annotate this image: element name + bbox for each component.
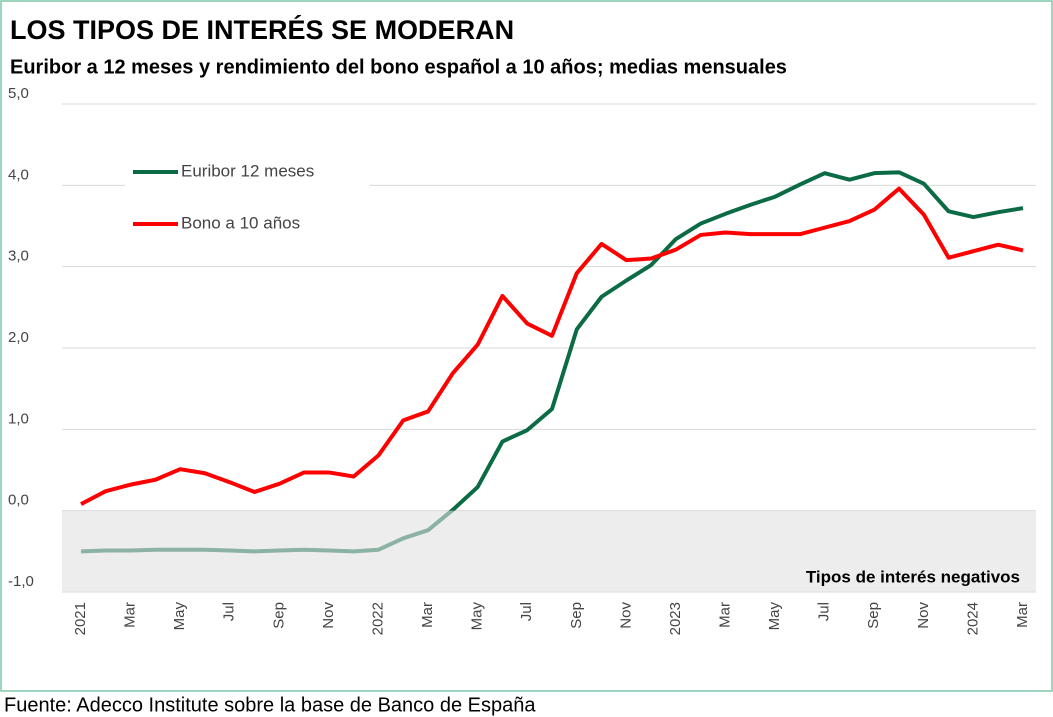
y-tick-label: 4,0	[8, 166, 29, 183]
x-tick-label: Jul	[816, 602, 833, 621]
y-tick-label: 0,0	[8, 492, 29, 509]
x-tick-label: 2022	[369, 602, 386, 635]
y-tick-label: -1,0	[8, 573, 34, 590]
x-tick-label: Sep	[270, 602, 287, 629]
x-tick-label: Sep	[865, 602, 882, 629]
y-tick-label: 3,0	[8, 248, 29, 265]
x-tick-label: Mar	[716, 602, 733, 628]
negative-zone	[62, 510, 1036, 592]
legend-label: Bono a 10 años	[181, 213, 300, 232]
x-tick-label: Sep	[568, 602, 585, 629]
source: Fuente: Adecco Institute sobre la base d…	[4, 694, 536, 716]
series-line	[80, 186, 1024, 506]
x-tick-label: Mar	[122, 602, 139, 628]
x-tick-label: Jul	[518, 602, 535, 621]
x-tick-label: Mar	[419, 602, 436, 628]
legend-box	[125, 150, 370, 245]
x-tick-label: Mar	[1014, 602, 1031, 628]
x-tick-label: Nov	[320, 602, 337, 629]
y-tick-label: 1,0	[8, 410, 29, 427]
x-tick-label: 2023	[667, 602, 684, 635]
x-tick-label: Nov	[915, 602, 932, 629]
annotation: Tipos de interés negativos	[806, 567, 1020, 586]
x-tick-label: May	[469, 602, 486, 631]
x-tick-label: May	[766, 602, 783, 631]
legend-label: Euribor 12 meses	[181, 161, 314, 180]
y-tick-label: 2,0	[8, 329, 29, 346]
chart-title: LOS TIPOS DE INTERÉS SE MODERAN	[10, 14, 514, 45]
frame	[0, 0, 1053, 692]
x-tick-label: Jul	[221, 602, 238, 621]
x-tick-label: Nov	[617, 602, 634, 629]
x-tick-label: May	[171, 602, 188, 631]
x-tick-label: 2021	[72, 602, 89, 635]
y-tick-label: 5,0	[8, 85, 29, 102]
chart-subtitle: Euribor a 12 meses y rendimiento del bon…	[10, 56, 787, 78]
x-tick-label: 2024	[964, 602, 981, 635]
